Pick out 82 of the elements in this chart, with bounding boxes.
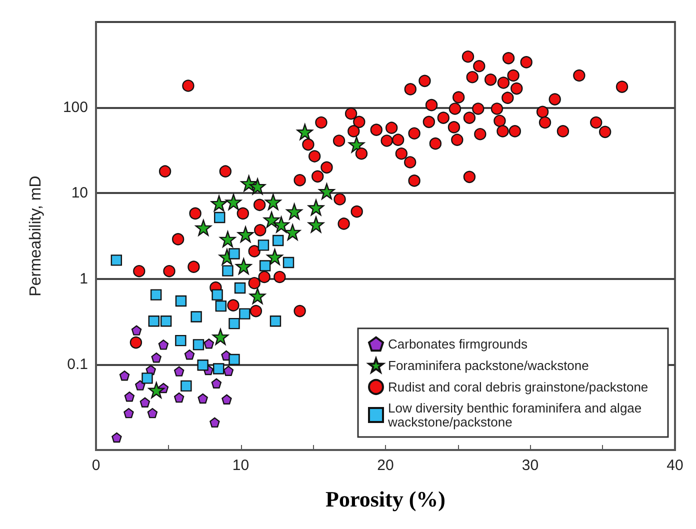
point	[258, 240, 270, 251]
point	[175, 295, 187, 307]
point	[180, 380, 192, 392]
point	[147, 408, 158, 418]
point	[272, 234, 284, 246]
point	[236, 258, 252, 274]
point	[249, 178, 266, 195]
point	[215, 300, 227, 312]
point	[174, 366, 184, 376]
point	[266, 248, 283, 266]
point	[135, 380, 146, 390]
y-tick-label: 100	[62, 99, 88, 116]
point	[228, 354, 240, 366]
point	[140, 397, 150, 408]
point	[259, 260, 271, 272]
point	[150, 289, 162, 300]
x-tick-label: 40	[666, 457, 684, 474]
point	[223, 366, 234, 376]
point	[282, 256, 294, 268]
point	[237, 226, 254, 243]
point	[286, 203, 302, 220]
point	[212, 328, 229, 345]
point	[142, 372, 153, 384]
point	[151, 352, 162, 363]
point	[197, 360, 208, 371]
point	[240, 175, 257, 192]
point	[119, 370, 130, 381]
point	[222, 394, 232, 405]
point	[195, 220, 212, 236]
y-axis-title: Permeability, mD	[28, 176, 44, 296]
point	[175, 334, 186, 346]
x-tick-label: 20	[377, 457, 394, 474]
x-tick-label: 10	[232, 457, 250, 474]
point	[265, 194, 282, 210]
point	[284, 224, 301, 240]
point	[131, 325, 142, 336]
point	[124, 408, 134, 418]
point	[160, 316, 172, 327]
point	[124, 392, 135, 402]
point	[308, 216, 324, 233]
legend-label: Foraminifera packstone/wackstone	[388, 358, 589, 373]
legend-label: Rudist and coral debris grainstone/packstone	[388, 380, 648, 394]
point	[212, 289, 223, 300]
point	[214, 212, 226, 224]
point	[228, 248, 240, 260]
x-tick-label: 30	[522, 457, 539, 474]
y-tick-label: 1	[80, 270, 88, 288]
x-tick-label: 0	[92, 457, 100, 474]
x-axis-title: Porosity (%)	[326, 486, 446, 512]
point	[213, 363, 224, 374]
point	[296, 124, 313, 140]
legend-label: Carbonates firmgrounds	[388, 336, 528, 352]
y-tick-label: 10	[71, 184, 88, 202]
point	[158, 340, 169, 350]
point	[110, 254, 122, 266]
point	[184, 350, 195, 360]
point	[198, 393, 208, 404]
y-tick-label: 0.1	[67, 356, 88, 373]
point	[234, 282, 246, 294]
point	[112, 432, 122, 443]
point	[273, 216, 290, 233]
point	[308, 199, 324, 216]
point	[222, 265, 234, 276]
point	[210, 195, 228, 212]
point	[204, 338, 214, 349]
point	[228, 318, 240, 330]
point	[210, 417, 220, 428]
legend-label: Low diversity benthic foraminifera and algae wackstone/packstone	[387, 400, 646, 430]
point	[174, 392, 184, 403]
point	[249, 288, 266, 304]
point	[148, 316, 160, 327]
point	[220, 231, 236, 248]
point	[211, 378, 222, 388]
point	[318, 183, 335, 200]
point	[225, 194, 242, 210]
point	[270, 316, 282, 327]
point	[239, 308, 250, 320]
point	[263, 212, 280, 228]
point	[348, 136, 365, 153]
point	[190, 311, 202, 322]
point	[148, 382, 164, 398]
point	[192, 339, 204, 350]
